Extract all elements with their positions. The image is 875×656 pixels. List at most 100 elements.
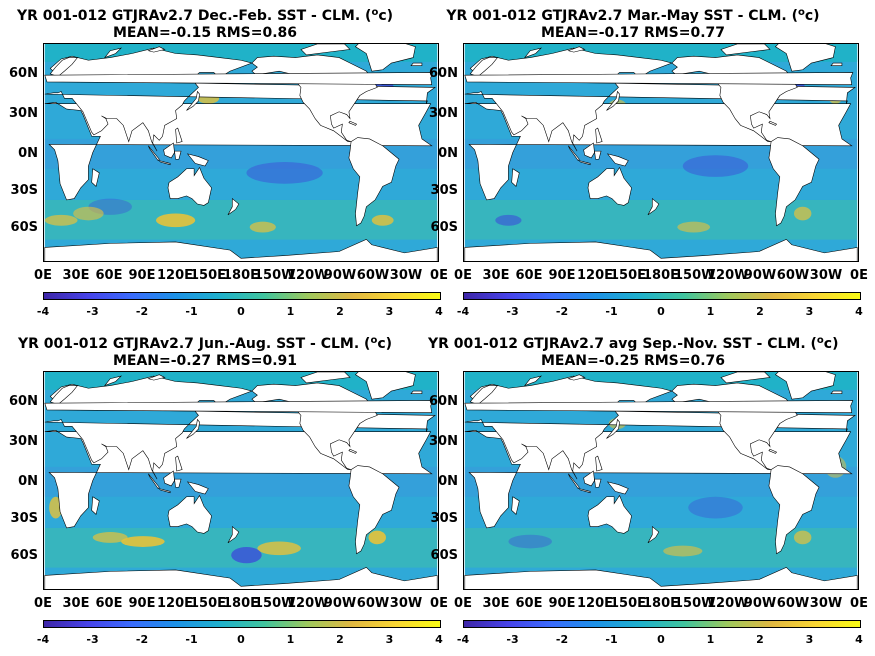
- land-mass: [768, 465, 820, 555]
- lat-tick-label: 30N: [9, 434, 38, 449]
- anomaly-patch: [73, 206, 104, 221]
- sst-anomaly-map: [464, 44, 858, 261]
- lat-tick-label: 60N: [429, 394, 458, 409]
- lon-tick-label: 90E: [548, 596, 576, 611]
- colorbar: [463, 292, 861, 300]
- anomaly-patch: [155, 213, 196, 228]
- lat-tick-label: 0N: [18, 146, 38, 161]
- lon-tick-label: 150W: [674, 268, 716, 283]
- land-mass: [464, 238, 858, 261]
- land-mass: [511, 168, 520, 187]
- lat-tick-label: 60S: [10, 220, 38, 235]
- land-mass: [583, 470, 595, 487]
- land-mass: [595, 455, 603, 472]
- anomaly-patch: [682, 155, 749, 177]
- panel-stats: MEAN=-0.15 RMS=0.86: [112, 25, 298, 41]
- panel-stats: MEAN=-0.25 RMS=0.76: [540, 353, 726, 369]
- colorbar-tick-label: -2: [555, 633, 569, 646]
- land-mass: [167, 166, 212, 206]
- colorbar: [463, 620, 861, 628]
- southern-band: [464, 199, 858, 240]
- land-mass: [158, 488, 171, 494]
- map-panel-mam: YR 001-012 GTJRAv2.7 Mar.-May SST - CLM.…: [420, 0, 868, 320]
- panel-stats: MEAN=-0.17 RMS=0.77: [540, 25, 726, 41]
- land-mass: [523, 47, 543, 59]
- lon-tick-label: 120W: [287, 268, 329, 283]
- unit-text: c): [378, 8, 394, 24]
- land-mass: [186, 418, 200, 439]
- colorbar-tick-label: 0: [657, 633, 665, 646]
- land-mass: [587, 494, 632, 534]
- lon-tick-label: 0E: [430, 268, 448, 283]
- land-mass: [464, 375, 856, 480]
- lat-tick-label: 30N: [429, 106, 458, 121]
- lat-tick-label: 30S: [430, 183, 458, 198]
- lon-tick-label: 150E: [609, 268, 647, 283]
- land-mass: [167, 494, 212, 534]
- lon-tick-label: 60W: [776, 268, 810, 283]
- anomaly-patch: [246, 161, 323, 184]
- lon-tick-label: 150E: [609, 596, 647, 611]
- land-mass: [348, 448, 358, 454]
- colorbar-tick-label: 2: [336, 633, 344, 646]
- colorbar-tick-label: 2: [756, 633, 764, 646]
- anomaly-patch: [249, 221, 276, 233]
- land-mass: [354, 372, 416, 400]
- land-mass: [464, 400, 854, 414]
- land-mass: [227, 525, 240, 544]
- anomaly-patch: [663, 545, 703, 557]
- land-mass: [464, 47, 856, 152]
- lat-tick-label: 60S: [430, 548, 458, 563]
- lon-tick-label: 30E: [62, 268, 90, 283]
- lat-tick-label: 0N: [438, 146, 458, 161]
- southern-band: [44, 199, 438, 240]
- lon-tick-label: 180E: [222, 596, 260, 611]
- colorbar-tick-label: 1: [286, 305, 295, 318]
- title-text: YR 001-012 GTJRAv2.7 avg Sep.-Nov. SST -…: [428, 336, 817, 352]
- panel-title: YR 001-012 GTJRAv2.7 Mar.-May SST - CLM.…: [428, 7, 838, 26]
- land-mass: [595, 127, 603, 144]
- land-mass: [147, 374, 166, 381]
- lon-tick-label: 0E: [850, 596, 868, 611]
- land-mass: [578, 488, 591, 494]
- lon-tick-label: 60E: [95, 268, 123, 283]
- lon-tick-label: 60E: [515, 268, 543, 283]
- land-mass: [148, 145, 160, 162]
- land-mass: [186, 90, 200, 111]
- land-mass: [583, 142, 595, 159]
- land-mass: [49, 385, 79, 405]
- land-mass: [768, 137, 820, 227]
- lon-tick-label: 120W: [287, 596, 329, 611]
- land-mass: [186, 153, 209, 167]
- land-mass: [830, 62, 843, 66]
- lat-tick-label: 60N: [9, 394, 38, 409]
- lon-tick-label: 120E: [576, 268, 614, 283]
- land-mass: [410, 390, 423, 394]
- colorbar-tick-label: 0: [237, 305, 245, 318]
- lon-tick-label: 120W: [707, 596, 749, 611]
- anomaly-patch: [368, 530, 386, 545]
- colorbar-tick-label: 3: [385, 633, 394, 646]
- lon-tick-label: 0E: [454, 596, 472, 611]
- colorbar-tick-label: -1: [185, 305, 198, 318]
- lon-tick-label: 0E: [34, 596, 52, 611]
- anomaly-patch: [677, 221, 711, 233]
- lon-tick-label: 30E: [62, 596, 90, 611]
- lon-tick-label: 0E: [34, 268, 52, 283]
- land-mass: [774, 372, 836, 400]
- colorbar-tick-label: -1: [605, 633, 618, 646]
- land-mass: [469, 385, 499, 405]
- land-mass: [103, 47, 123, 59]
- land-mass: [174, 150, 182, 160]
- land-mass: [720, 372, 771, 384]
- land-mass: [567, 374, 586, 381]
- land-mass: [44, 72, 434, 86]
- lon-tick-label: 90W: [323, 268, 357, 283]
- land-mass: [91, 168, 100, 187]
- lat-tick-label: 60N: [9, 66, 38, 81]
- map-frame: [463, 43, 859, 262]
- land-mass: [44, 102, 433, 201]
- lon-tick-label: 60W: [356, 596, 390, 611]
- lon-tick-label: 150E: [189, 596, 227, 611]
- map-frame: [43, 43, 439, 262]
